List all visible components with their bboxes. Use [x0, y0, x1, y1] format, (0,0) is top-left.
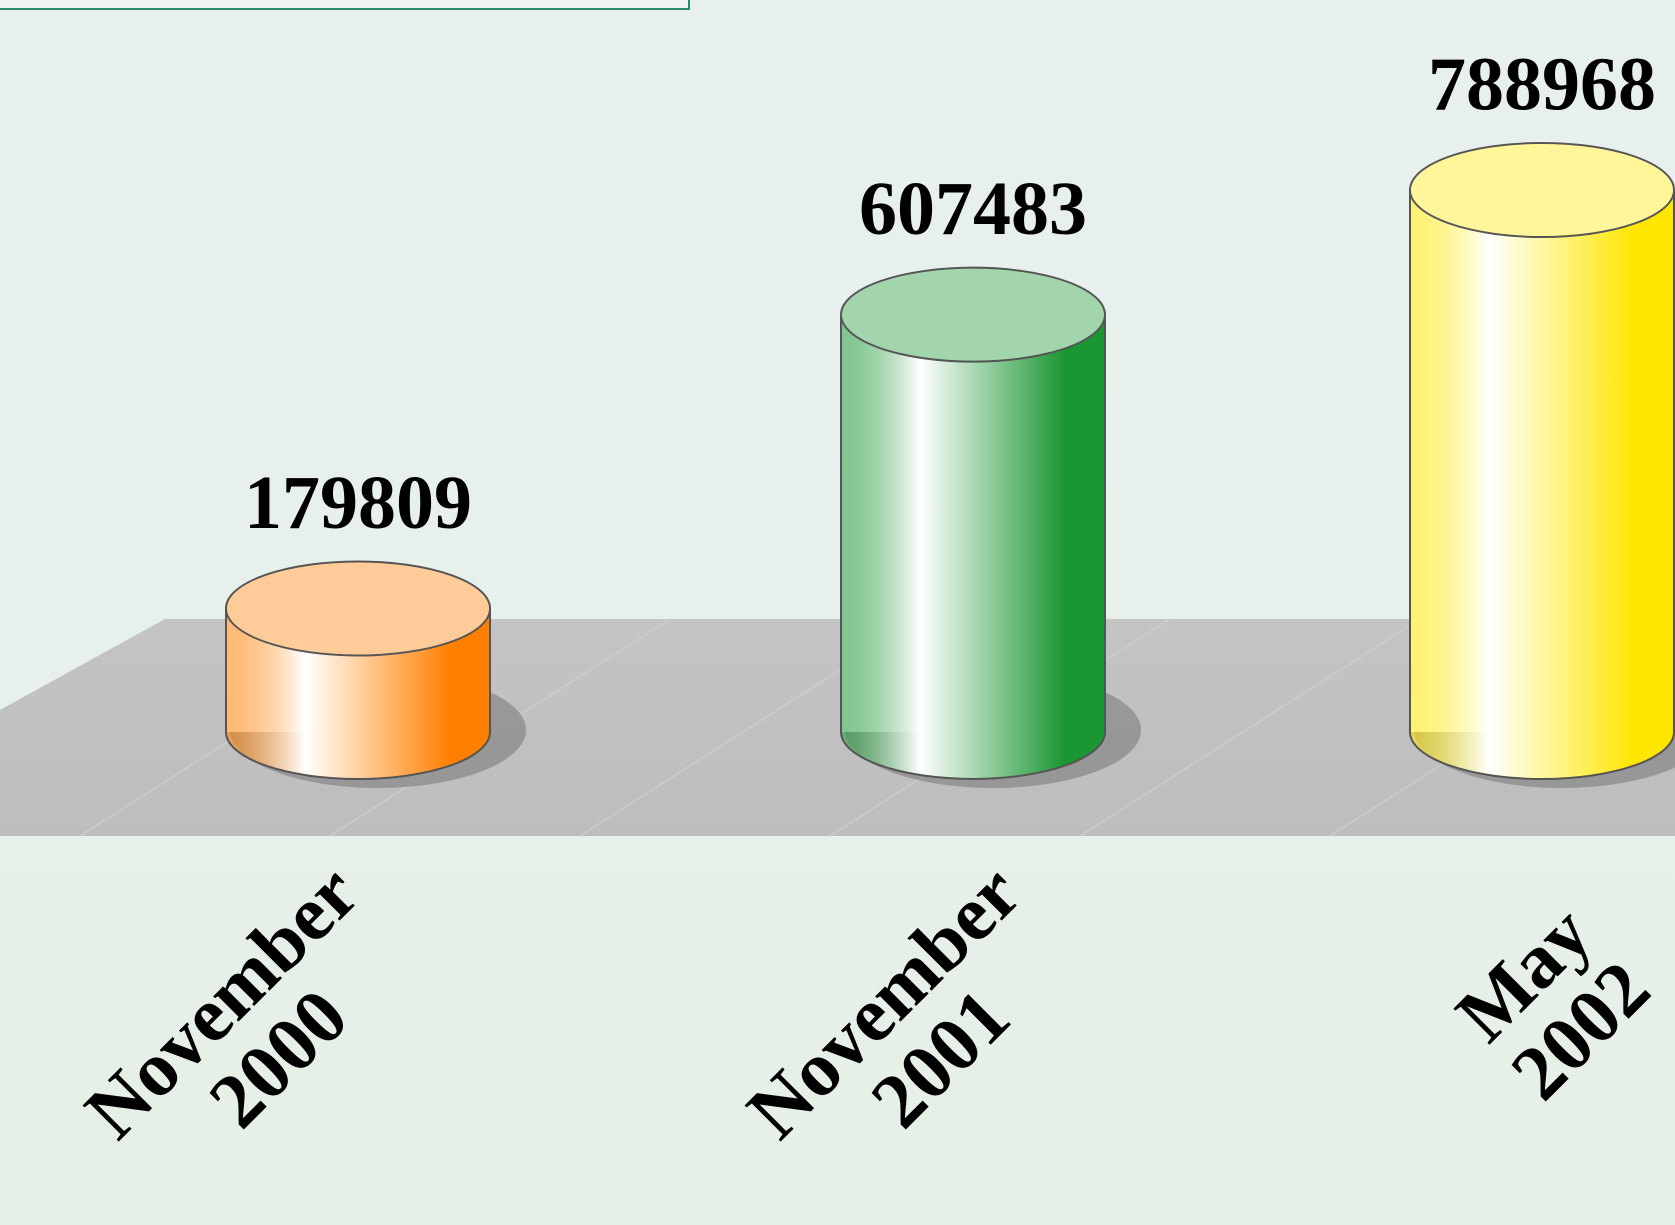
- cylinder-top-tint: [842, 268, 1104, 361]
- cylinder-top-tint: [227, 562, 489, 655]
- legend-box: [0, 0, 690, 10]
- value-label: 179809: [244, 461, 472, 545]
- value-label: 607483: [859, 167, 1087, 251]
- cylinder: [1409, 189, 1675, 780]
- cylinder: [225, 607, 491, 780]
- plot-area: 179809 607483 788968: [225, 42, 1675, 788]
- cylinder-top-tint: [1411, 144, 1673, 236]
- cylinder: [840, 313, 1106, 780]
- value-label: 788968: [1428, 42, 1656, 126]
